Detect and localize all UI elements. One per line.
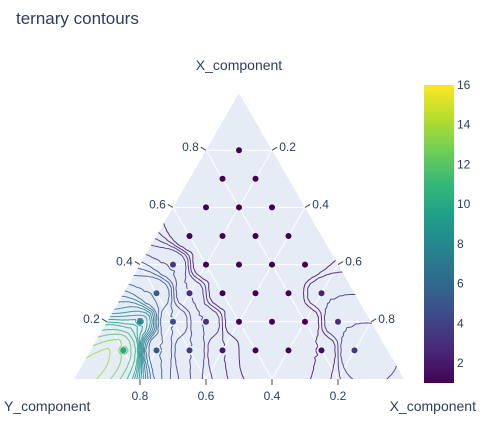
data-point — [285, 347, 292, 354]
data-point — [318, 290, 325, 297]
right-axis-tick — [370, 318, 377, 323]
data-points — [120, 147, 358, 354]
colorbar-tick-label: 10 — [457, 197, 471, 211]
contour-line — [145, 253, 193, 380]
data-point — [252, 290, 259, 297]
top-axis-title: X_component — [196, 57, 283, 73]
data-point — [269, 204, 275, 211]
data-point — [186, 233, 193, 239]
data-point — [170, 318, 176, 325]
data-point — [219, 233, 226, 239]
contour-line — [133, 274, 170, 380]
data-point — [137, 318, 143, 325]
contour-lines — [85, 223, 397, 380]
top-axis-tick-label: 0.2 — [83, 312, 100, 326]
contour-line — [118, 301, 155, 379]
left-axis-tick-label: 0.2 — [330, 389, 347, 403]
data-point — [236, 318, 242, 325]
contour-line — [111, 310, 151, 380]
colorbar-tick-label: 8 — [457, 237, 464, 251]
top-axis-tick — [101, 318, 108, 323]
contour-line — [141, 261, 188, 380]
data-point — [236, 147, 242, 154]
chart-title: ternary contours — [16, 9, 139, 28]
top-axis-tick — [134, 261, 141, 266]
right-axis-tick — [337, 261, 344, 266]
contour-line — [106, 321, 140, 380]
left-axis-title: Y_component — [4, 398, 91, 414]
left-axis-tick-label: 0.8 — [132, 389, 149, 403]
data-point — [269, 318, 275, 325]
data-point — [186, 347, 193, 354]
data-point — [203, 318, 209, 325]
data-point — [219, 175, 226, 182]
data-point — [252, 233, 259, 239]
contour-line — [124, 290, 158, 380]
colorbar-tick-label: 16 — [457, 78, 471, 92]
data-point — [302, 261, 308, 268]
data-point — [318, 347, 325, 354]
right-axis-tick-label: 0.8 — [378, 312, 395, 326]
contour-line — [121, 295, 156, 380]
data-point — [252, 175, 259, 182]
contour-line — [92, 338, 122, 380]
data-point — [219, 347, 226, 354]
right-axis-tick-label: 0.2 — [279, 140, 296, 154]
right-axis-tick-label: 0.4 — [312, 197, 329, 211]
right-axis-title: X_component — [390, 398, 477, 414]
data-point — [203, 204, 209, 211]
data-point — [153, 347, 160, 354]
contour-line — [163, 223, 336, 380]
axis-ticks: 0.8 0.6 0.4 0.2 0.2 0.4 0.6 0.8 0.8 0.6 0.4 0.2 — [83, 140, 395, 403]
top-axis-tick-label: 0.6 — [149, 197, 166, 211]
top-axis-tick-label: 0.8 — [182, 140, 199, 154]
contour-line — [137, 267, 174, 380]
data-point — [170, 261, 176, 268]
data-point — [351, 347, 358, 354]
colorbar — [424, 85, 454, 383]
data-point — [120, 347, 127, 354]
data-point — [285, 233, 292, 239]
top-axis-tick — [200, 146, 207, 151]
contour-line — [151, 244, 397, 380]
contour-line — [154, 238, 356, 380]
contour-line — [128, 283, 160, 380]
data-point — [285, 290, 292, 297]
contour-line — [158, 232, 343, 380]
colorbar-tick-label: 14 — [457, 118, 471, 132]
ternary-plot-area — [74, 93, 404, 379]
data-point — [153, 290, 160, 297]
data-point — [236, 261, 242, 268]
data-point — [219, 290, 226, 297]
left-axis-tick-label: 0.6 — [198, 389, 215, 403]
colorbar-ticks: 2 4 6 8 10 12 14 16 — [457, 78, 471, 370]
data-point — [236, 204, 242, 211]
contour-line — [85, 347, 111, 380]
colorbar-tick-label: 2 — [457, 356, 464, 370]
colorbar-tick-label: 6 — [457, 277, 464, 291]
contour-line — [98, 333, 132, 380]
data-point — [302, 318, 308, 325]
left-axis-tick-label: 0.4 — [264, 389, 281, 403]
top-axis-tick-label: 0.4 — [116, 255, 133, 269]
right-axis-tick — [304, 203, 311, 208]
data-point — [335, 318, 341, 325]
right-axis-tick — [271, 146, 278, 151]
colorbar-tick-label: 4 — [457, 316, 464, 330]
contour-line — [114, 306, 153, 380]
data-point — [269, 261, 275, 268]
contour-line — [108, 318, 144, 380]
data-point — [252, 347, 259, 354]
colorbar-tick-label: 12 — [457, 158, 471, 172]
right-axis-tick-label: 0.6 — [345, 255, 362, 269]
data-point — [186, 290, 193, 297]
contour-line — [105, 324, 139, 380]
top-axis-tick — [167, 203, 174, 208]
data-point — [203, 261, 209, 268]
